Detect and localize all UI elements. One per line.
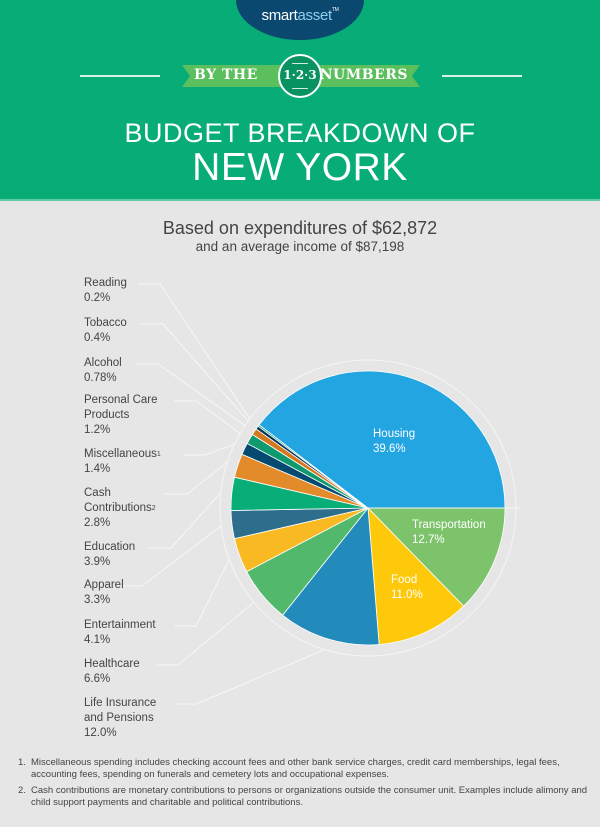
housing-pct: 39.6%	[373, 443, 406, 455]
label-name-cont: and Pensions	[84, 712, 154, 724]
label-name: Reading	[84, 277, 127, 289]
footnote-number: 2.	[18, 785, 26, 796]
label-name: Personal Care	[84, 394, 158, 406]
footnote-text: Miscellaneous spending includes checking…	[31, 757, 560, 780]
side-label-cash-contributions: Cash Contributions2 2.8%	[84, 486, 156, 531]
label-name: Cash	[84, 487, 111, 499]
decorative-line-left	[80, 75, 160, 77]
label-percent: 4.1%	[84, 634, 111, 646]
side-label-reading: Reading 0.2%	[84, 276, 127, 306]
food-name: Food	[391, 574, 418, 586]
label-name: Apparel	[84, 579, 124, 591]
label-percent: 2.8%	[84, 517, 111, 529]
food-label: Food 11.0%	[391, 573, 423, 603]
side-label-apparel: Apparel 3.3%	[84, 578, 124, 608]
leader-lines	[120, 283, 326, 705]
footnote-1: 1. Miscellaneous spending includes check…	[18, 757, 588, 780]
label-percent: 1.4%	[84, 463, 111, 475]
pie-slice-food	[367, 506, 465, 645]
pie-slices	[230, 370, 520, 646]
side-label-entertainment: Entertainment 4.1%	[84, 618, 156, 648]
label-percent: 0.78%	[84, 372, 117, 384]
pie-slice-life-insurance-and-pensions	[282, 506, 380, 646]
leader-line	[165, 461, 228, 495]
logo-text: smartassetTM	[236, 7, 364, 24]
leader-line	[174, 559, 230, 627]
decorative-line-right	[442, 75, 522, 77]
label-name: Entertainment	[84, 619, 156, 631]
footnote-text: Cash contributions are monetary contribu…	[31, 785, 588, 808]
footnotes: 1. Miscellaneous spending includes check…	[18, 757, 588, 813]
side-label-healthcare: Healthcare 6.6%	[84, 657, 140, 687]
expenditures-subtitle: Based on expenditures of $62,872	[162, 218, 438, 238]
label-name: Alcohol	[84, 357, 122, 369]
side-label-life-insurance-and-pensions: Life Insurance and Pensions 12.0%	[84, 696, 156, 741]
label-percent: 6.6%	[84, 673, 111, 685]
logo-tm: TM	[331, 7, 339, 13]
label-name: Miscellaneous1	[84, 448, 161, 460]
label-percent: 3.9%	[84, 556, 111, 568]
label-percent: 0.2%	[84, 292, 111, 304]
123-badge-icon: 1·2·3	[278, 54, 322, 98]
transportation-label: Transportation 12.7%	[412, 518, 486, 548]
page-title-line2: NEW YORK	[192, 146, 408, 189]
pie-slice-transportation	[367, 507, 506, 607]
label-name: Life Insurance	[84, 697, 157, 709]
transportation-name: Transportation	[412, 519, 486, 531]
leader-line	[174, 649, 326, 705]
leader-line	[141, 323, 249, 422]
transportation-pct: 12.7%	[412, 534, 445, 546]
side-label-personal-care-products: Personal Care Products 1.2%	[84, 393, 158, 438]
side-label-education: Education 3.9%	[84, 540, 135, 570]
housing-name: Housing	[373, 428, 416, 440]
income-subtitle: and an average income of $87,198	[195, 239, 405, 254]
pie-slice-housing	[258, 370, 506, 509]
ribbon-right-text: NUMBERS	[319, 67, 408, 83]
logo-smart: smart	[261, 7, 298, 24]
footnote-number: 1.	[18, 757, 26, 768]
label-name: Healthcare	[84, 658, 140, 670]
side-label-alcohol: Alcohol 0.78%	[84, 356, 122, 386]
leader-line	[174, 400, 241, 434]
side-label-miscellaneous: Miscellaneous1 1.4%	[84, 447, 161, 477]
footnote-marker: 2	[151, 505, 156, 512]
side-label-tobacco: Tobacco 0.4%	[84, 316, 127, 346]
leader-line	[156, 601, 255, 666]
footnote-2: 2. Cash contributions are monetary contr…	[18, 785, 588, 808]
label-name-cont: Products	[84, 409, 130, 421]
label-name: Education	[84, 541, 136, 553]
page-title-line1: BUDGET BREAKDOWN OF	[124, 118, 476, 148]
logo-asset: asset	[297, 7, 333, 24]
food-pct: 11.0%	[391, 589, 423, 601]
label-percent: 3.3%	[84, 594, 111, 606]
leader-line	[149, 492, 222, 549]
leader-line	[138, 283, 251, 420]
badge-bar-top	[292, 63, 308, 64]
label-percent: 0.4%	[84, 332, 111, 344]
header-divider	[0, 199, 600, 201]
ribbon-left-text: BY THE	[194, 67, 258, 83]
badge-text: 1·2·3	[283, 68, 317, 82]
badge-bar-bottom	[292, 88, 308, 89]
footnote-marker: 1	[156, 451, 161, 458]
label-percent: 12.0%	[84, 727, 117, 739]
leader-line	[120, 525, 222, 587]
label-percent: 1.2%	[84, 424, 111, 436]
leader-line	[183, 443, 235, 456]
leader-line	[136, 363, 246, 426]
label-name-cont: Contributions2	[84, 502, 156, 514]
housing-label: Housing 39.6%	[373, 427, 415, 457]
label-name: Tobacco	[84, 317, 127, 329]
